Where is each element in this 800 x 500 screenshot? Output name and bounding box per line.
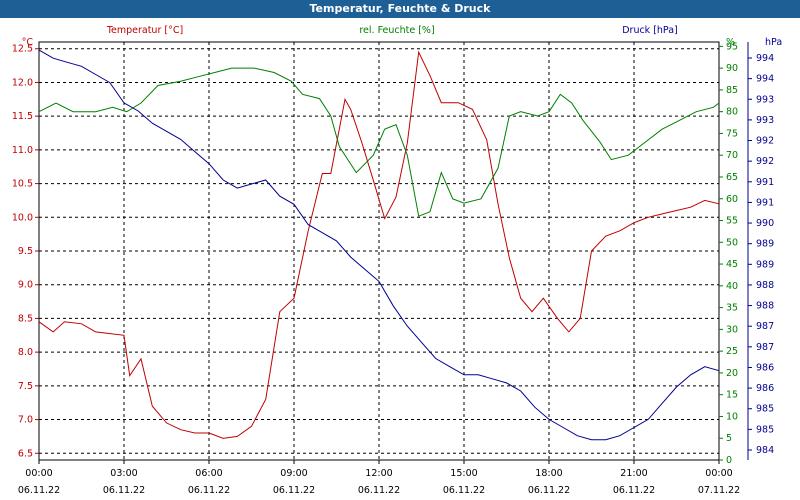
temperature-tick-label: 12.5 [12,44,33,55]
x-tick-date: 06.11.22 [103,485,145,496]
temperature-tick-label: 9.0 [18,280,33,291]
pressure-tick-label: 985 [756,424,774,435]
humidity-tick-label: 25 [726,346,738,357]
x-tick-time: 15:00 [450,468,477,479]
pressure-tick-label: 988 [756,301,774,312]
temperature-tick-label: 7.5 [18,381,33,392]
x-tick-time: 03:00 [110,468,137,479]
x-tick-time: 18:00 [535,468,562,479]
humidity-unit-label: % [726,37,735,48]
humidity-tick-label: 20 [726,368,738,379]
temperature-tick-label: 8.5 [18,313,33,324]
x-tick-date: 06.11.22 [528,485,570,496]
pressure-tick-label: 991 [756,177,774,188]
pressure-tick-label: 987 [756,321,774,332]
humidity-tick-label: 60 [726,194,738,205]
pressure-tick-label: 989 [756,239,774,250]
pressure-tick-label: 984 [756,445,774,456]
pressure-tick-label: 985 [756,404,774,415]
chart-title: Temperatur, Feuchte & Druck [0,0,800,18]
x-tick-time: 00:00 [705,468,732,479]
series-line-temperature [38,50,720,439]
x-tick-date: 06.11.22 [358,485,400,496]
x-tick-date: 06.11.22 [18,485,60,496]
x-tick-date: 07.11.22 [698,485,740,496]
pressure-unit-label: hPa [765,37,782,48]
humidity-tick-label: 45 [726,259,738,270]
grid [39,42,719,460]
pressure-tick-label: 994 [756,53,774,64]
humidity-tick-label: 40 [726,281,738,292]
pressure-tick-label: 992 [756,156,774,167]
humidity-tick-label: 35 [726,303,738,314]
pressure-tick-label: 988 [756,280,774,291]
temperature-tick-label: 7.0 [18,415,33,426]
humidity-tick-label: 5 [726,433,732,444]
temperature-tick-label: 11.0 [12,145,33,156]
temperature-tick-label: 12.0 [12,77,33,88]
x-tick-date: 06.11.22 [188,485,230,496]
x-tick-time: 09:00 [280,468,307,479]
series-line-pressure [38,49,720,441]
humidity-tick-label: 0 [726,455,732,466]
temperature-tick-label: 11.5 [12,111,33,122]
temperature-tick-label: 9.5 [18,246,33,257]
humidity-tick-label: 75 [726,128,738,139]
humidity-tick-label: 95 [726,41,738,52]
pressure-tick-label: 989 [756,259,774,270]
temperature-tick-label: 8.0 [18,347,33,358]
pressure-tick-label: 986 [756,362,774,373]
temperature-tick-label: 10.0 [12,212,33,223]
x-tick-time: 00:00 [25,468,52,479]
x-tick-date: 06.11.22 [273,485,315,496]
series-group [38,49,720,441]
series-line-humidity [38,67,720,217]
x-tick-time: 12:00 [365,468,392,479]
humidity-tick-label: 30 [726,324,738,335]
temperature-tick-label: 6.5 [18,448,33,459]
pressure-tick-label: 986 [756,383,774,394]
temperature-axis-title: Temperatur [°C] [106,25,183,36]
temperature-unit-label: °C [22,37,34,48]
humidity-axis-title: rel. Feuchte [%] [359,25,434,36]
humidity-tick-label: 55 [726,216,738,227]
x-tick-date: 06.11.22 [443,485,485,496]
pressure-tick-label: 992 [756,136,774,147]
pressure-tick-label: 990 [756,218,774,229]
humidity-tick-label: 50 [726,237,738,248]
x-tick-time: 21:00 [620,468,647,479]
humidity-tick-label: 80 [726,107,738,118]
axes: 00:00 06.11.22 03:00 06.11.22 06:00 06.11.22 0… [12,37,782,496]
humidity-tick-label: 90 [726,63,738,74]
pressure-axis-title: Druck [hPa] [622,25,678,36]
x-tick-date: 06.11.22 [613,485,655,496]
humidity-tick-label: 65 [726,172,738,183]
pressure-tick-label: 994 [756,74,774,85]
pressure-tick-label: 993 [756,115,774,126]
pressure-tick-label: 993 [756,94,774,105]
humidity-tick-label: 10 [726,411,738,422]
pressure-tick-label: 987 [756,342,774,353]
pressure-tick-label: 991 [756,197,774,208]
humidity-tick-label: 70 [726,150,738,161]
temperature-tick-label: 10.5 [12,179,33,190]
humidity-tick-label: 15 [726,390,738,401]
x-tick-time: 06:00 [195,468,222,479]
axis-headers: Temperatur [°C] rel. Feuchte [%] Druck [hP… [106,25,678,36]
humidity-tick-label: 85 [726,85,738,96]
